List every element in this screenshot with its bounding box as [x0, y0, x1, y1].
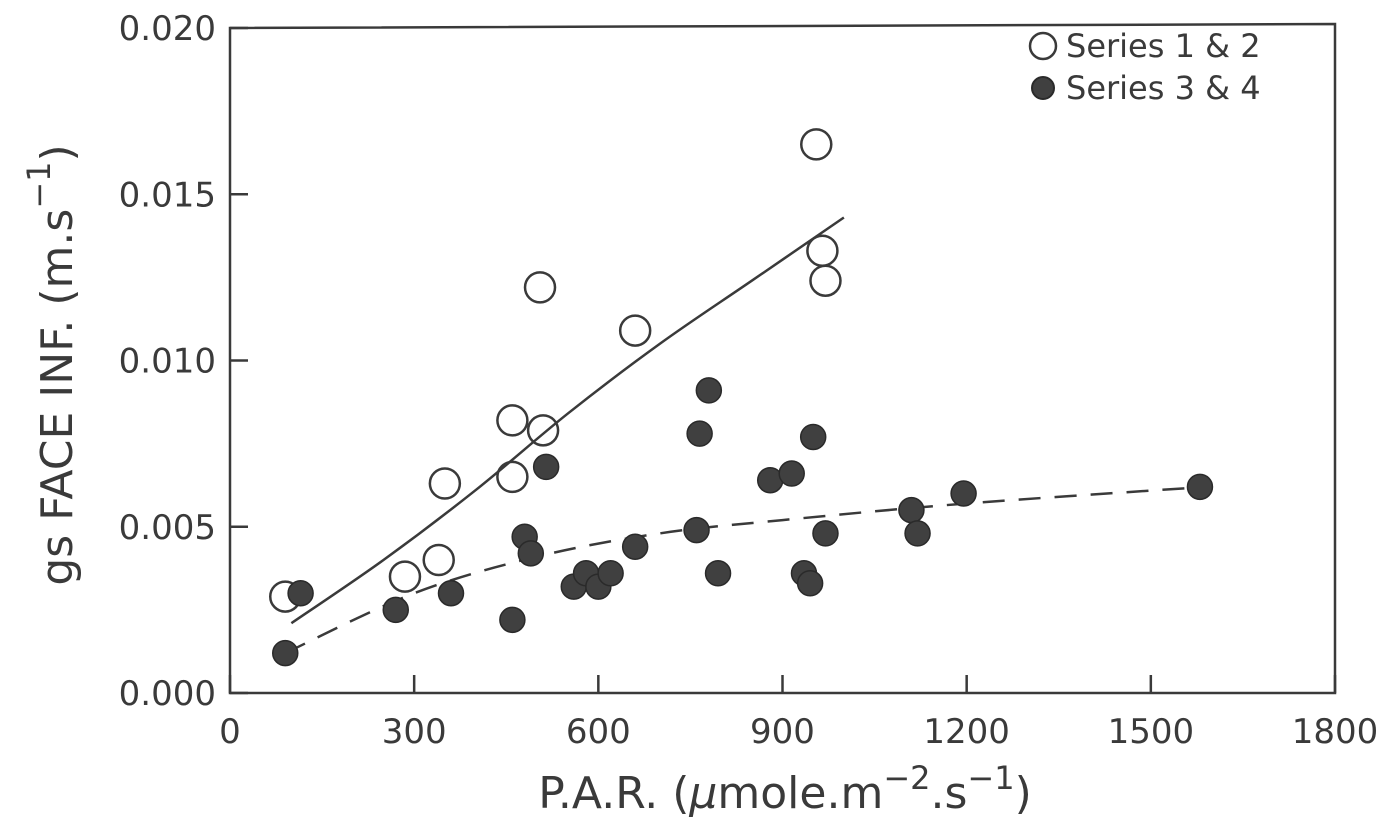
data-point-series-3-4 — [500, 607, 525, 632]
y-axis-title-end: ) — [32, 144, 83, 161]
y-axis-title-sup: −1 — [20, 162, 58, 209]
legend-item-series-3-4: Series 3 & 4 — [1032, 69, 1261, 107]
legend: Series 1 & 2 Series 3 & 4 — [1030, 27, 1261, 107]
x-tick-label: 300 — [382, 712, 447, 752]
data-point-series-3-4 — [951, 481, 976, 506]
data-point-series-3-4 — [813, 521, 838, 546]
x-tick-label: 1200 — [923, 712, 1010, 752]
data-point-series-1-2 — [801, 129, 831, 159]
data-point-series-3-4 — [798, 571, 823, 596]
data-point-series-1-2 — [528, 415, 558, 445]
data-point-series-3-4 — [518, 541, 543, 566]
x-axis-title-mid2: .s — [930, 768, 967, 819]
data-point-series-1-2 — [497, 405, 527, 435]
data-point-series-1-2 — [810, 266, 840, 296]
x-tick-label: 0 — [219, 712, 241, 752]
x-axis-title-mid: mole.m — [717, 768, 883, 819]
data-point-series-3-4 — [801, 424, 826, 449]
data-point-series-3-4 — [684, 518, 709, 543]
data-point-series-3-4 — [779, 461, 804, 486]
legend-filled-circle-icon — [1032, 77, 1054, 99]
data-point-series-1-2 — [620, 316, 650, 346]
x-tick-label: 900 — [750, 712, 815, 752]
data-point-series-3-4 — [905, 521, 930, 546]
x-axis-title-mu: μ — [688, 768, 717, 819]
x-axis-title-base: P.A.R. ( — [538, 768, 689, 819]
legend-item-series-1-2: Series 1 & 2 — [1030, 27, 1261, 65]
data-point-series-1-2 — [497, 462, 527, 492]
data-point-series-3-4 — [687, 421, 712, 446]
data-point-series-3-4 — [598, 561, 623, 586]
data-point-series-1-2 — [807, 236, 837, 266]
y-tick-label: 0.015 — [119, 175, 216, 215]
legend-label-series-1-2: Series 1 & 2 — [1066, 27, 1261, 65]
legend-open-circle-icon — [1030, 33, 1056, 59]
y-tick-label: 0.005 — [119, 508, 216, 548]
x-tick-label: 1800 — [1292, 712, 1379, 752]
data-point-series-3-4 — [273, 641, 298, 666]
plot-area-frame — [230, 24, 1335, 693]
y-tick-label: 0.000 — [119, 674, 216, 714]
data-point-series-3-4 — [1187, 474, 1212, 499]
data-point-series-3-4 — [706, 561, 731, 586]
fit-line-series-3-4 — [285, 487, 1206, 653]
x-axis-title-end: ) — [1015, 768, 1032, 819]
data-point-series-3-4 — [696, 378, 721, 403]
data-point-series-1-2 — [525, 272, 555, 302]
data-point-series-3-4 — [383, 597, 408, 622]
data-point-series-3-4 — [288, 581, 313, 606]
data-point-series-1-2 — [430, 469, 460, 499]
legend-label-series-3-4: Series 3 & 4 — [1066, 69, 1261, 107]
data-point-series-3-4 — [534, 454, 559, 479]
data-point-series-3-4 — [623, 534, 648, 559]
x-tick-label: 600 — [566, 712, 631, 752]
data-point-series-3-4 — [439, 581, 464, 606]
x-tick-label: 1500 — [1108, 712, 1195, 752]
y-tick-label: 0.010 — [119, 342, 216, 382]
y-axis-title: gs FACE INF. (m.s−1) — [20, 144, 83, 585]
fit-line-series-1-2 — [291, 218, 844, 624]
data-point-series-1-2 — [390, 562, 420, 592]
data-point-series-3-4 — [899, 498, 924, 523]
y-tick-label: 0.020 — [119, 9, 216, 49]
x-axis-title: P.A.R. (μmole.m−2.s−1) — [538, 759, 1032, 819]
data-point-series-1-2 — [424, 545, 454, 575]
y-axis-title-base: gs FACE INF. (m.s — [32, 209, 83, 586]
x-axis-title-sup1: −2 — [883, 759, 930, 797]
x-axis-title-sup2: −1 — [967, 759, 1014, 797]
